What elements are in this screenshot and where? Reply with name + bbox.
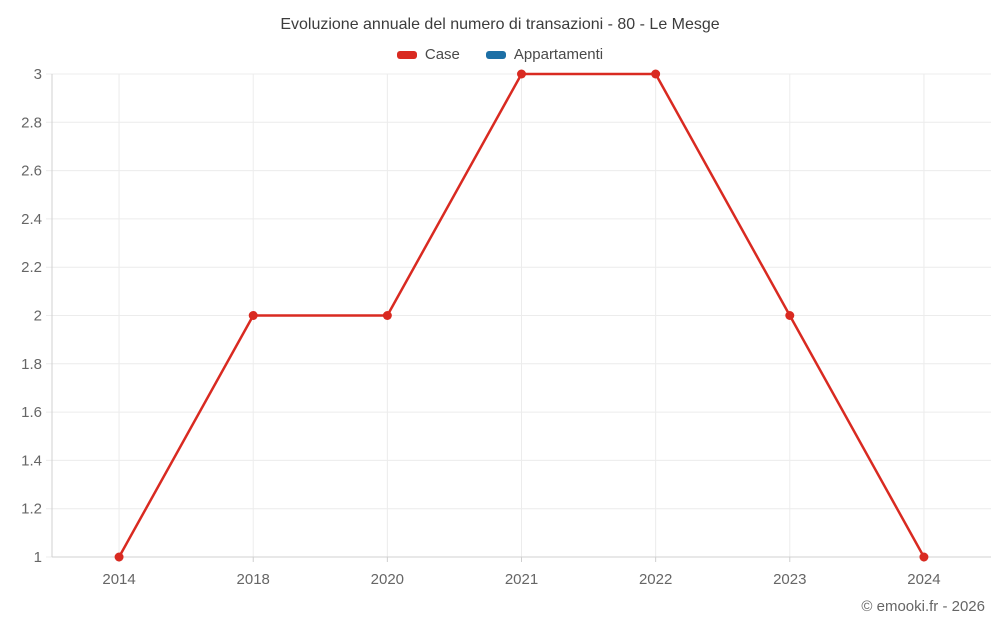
y-tick-label: 1.4	[21, 452, 42, 469]
data-point-case	[248, 311, 258, 320]
y-tick-label: 1.2	[21, 501, 42, 518]
legend-swatch-case-icon	[396, 50, 417, 59]
y-tick-label: 2.4	[21, 211, 42, 228]
legend-label-case: Case	[424, 46, 460, 63]
data-point-case	[382, 311, 392, 320]
y-tick-label: 1.8	[21, 356, 42, 373]
y-tick-label: 1	[34, 549, 42, 566]
x-tick-label: 2022	[639, 571, 672, 588]
x-tick-label: 2024	[907, 571, 940, 588]
y-tick-label: 1.6	[21, 404, 42, 421]
x-tick-label: 2021	[505, 571, 538, 588]
footer-credit: © emooki.fr - 2026	[861, 598, 985, 615]
y-tick-label: 3	[34, 66, 42, 83]
legend-item-appartamenti[interactable]: Appartamenti	[485, 46, 604, 63]
x-tick-label: 2023	[773, 571, 806, 588]
x-tick-label: 2014	[102, 571, 135, 588]
data-point-case	[919, 552, 929, 562]
data-point-case	[517, 69, 526, 79]
data-point-case	[114, 552, 124, 562]
y-tick-label: 2.2	[21, 259, 42, 276]
y-tick-label: 2	[34, 308, 42, 325]
y-tick-label: 2.8	[21, 114, 42, 131]
x-tick-label: 2018	[237, 571, 270, 588]
data-point-case	[785, 311, 795, 320]
chart-title: Evoluzione annuale del numero di transaz…	[280, 16, 720, 33]
legend-swatch-appartamenti-icon	[485, 50, 506, 59]
data-point-case	[651, 69, 661, 79]
legend-label-appartamenti: Appartamenti	[513, 46, 604, 63]
x-tick-label: 2020	[371, 571, 404, 588]
legend: Case Appartamenti	[0, 46, 1000, 63]
y-tick-label: 2.6	[21, 163, 42, 180]
legend-item-case[interactable]: Case	[396, 46, 460, 63]
